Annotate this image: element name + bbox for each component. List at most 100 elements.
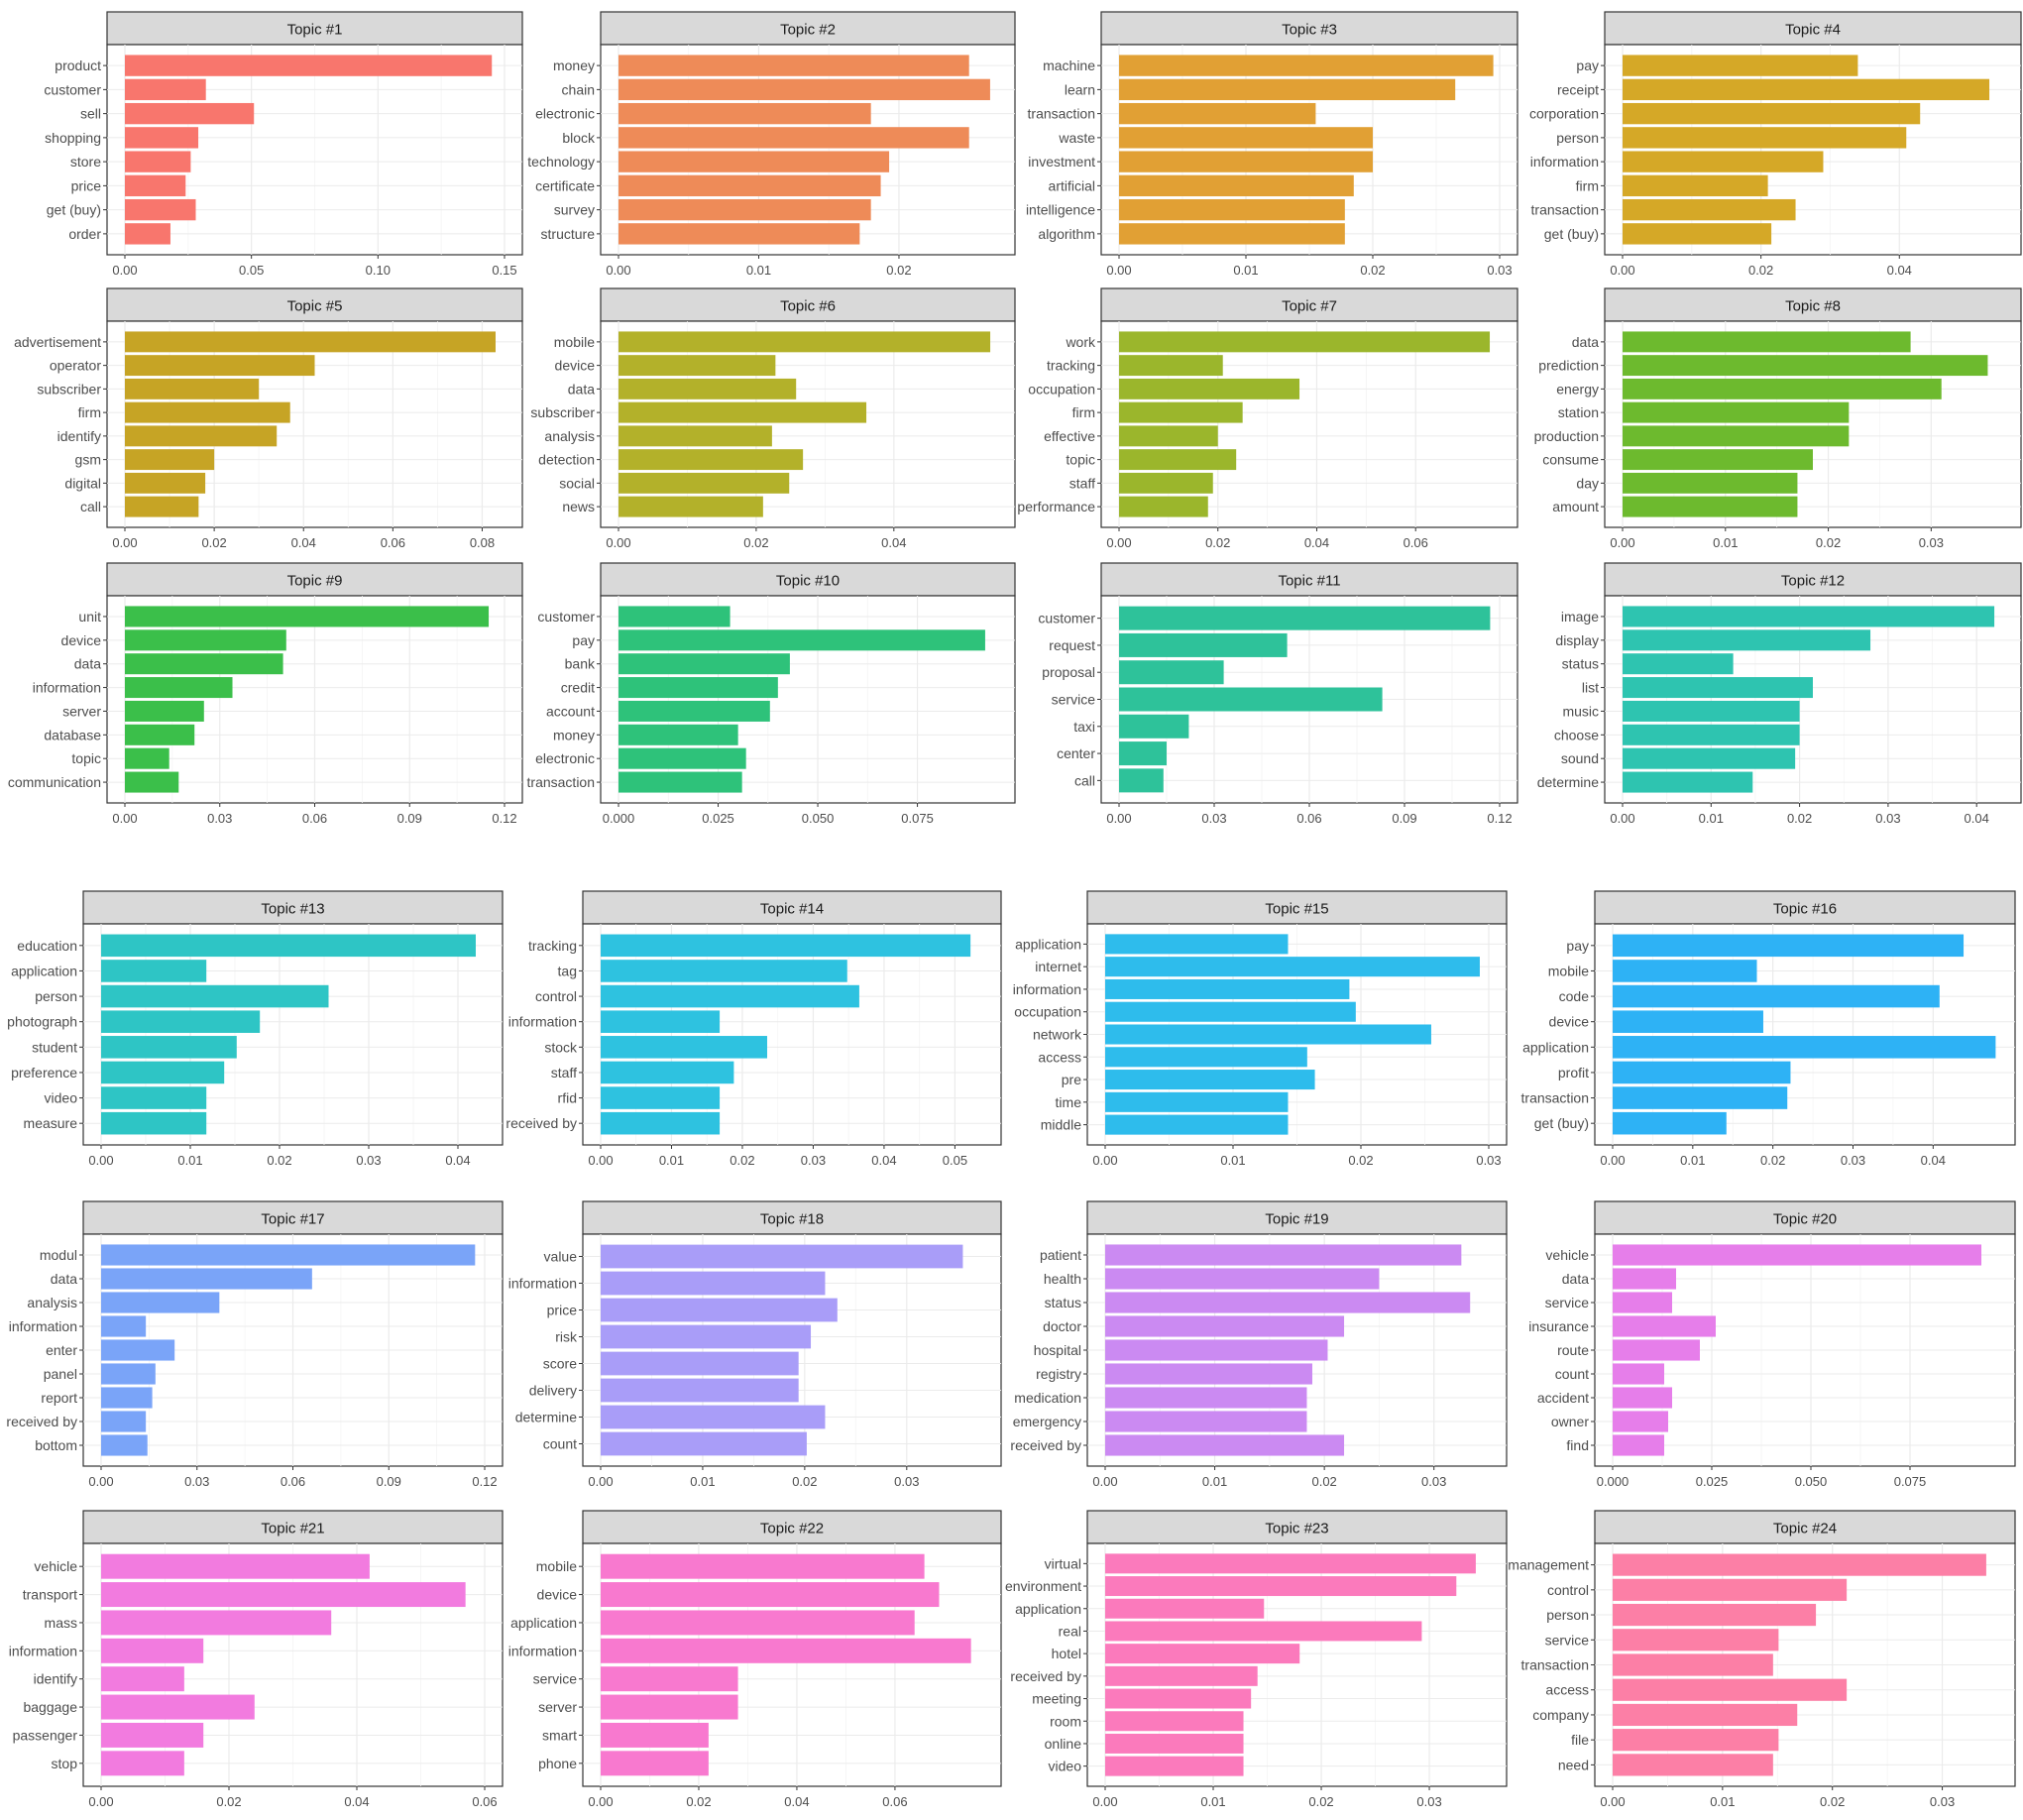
y-tick-label: access: [1038, 1049, 1081, 1065]
bar: [601, 1666, 738, 1692]
bar: [601, 1610, 915, 1636]
bar: [125, 331, 496, 353]
panel-title: Topic #18: [760, 1211, 824, 1228]
topic-panel: Topic #8 data prediction energy station produ…: [1534, 287, 2022, 550]
y-tick-label: operator: [50, 358, 101, 374]
bar: [1105, 1363, 1312, 1385]
y-tick-label: received by: [506, 1115, 577, 1131]
y-tick-label: unit: [78, 609, 101, 625]
x-tick-label: 0.02: [1760, 1153, 1785, 1168]
x-tick-label: 0.02: [216, 1794, 241, 1809]
panel-strip: [1604, 11, 2022, 46]
y-tick-label: topic: [1066, 452, 1095, 468]
x-tick-label: 0.03: [1201, 811, 1226, 826]
topic-panel: Topic #6 mobile device data subscriber analys…: [530, 287, 1016, 550]
panel-strip: [82, 890, 504, 925]
panel-strip: [1604, 562, 2022, 597]
x-tick-label: 0.00: [112, 263, 137, 278]
bar: [101, 1292, 220, 1313]
panel-strip: [1086, 890, 1508, 925]
bar: [1105, 1688, 1252, 1709]
panel-title: Topic #6: [780, 298, 836, 315]
bar: [1119, 378, 1300, 399]
bar: [1105, 1091, 1289, 1112]
bar: [101, 1010, 261, 1033]
x-tick-label: 0.01: [659, 1153, 684, 1168]
bar: [1119, 127, 1373, 149]
x-tick-label: 0.06: [1404, 535, 1428, 550]
x-tick-label: 0.00: [1092, 1474, 1117, 1489]
bar: [101, 1086, 207, 1109]
bar: [618, 653, 790, 675]
y-tick-label: information: [33, 680, 101, 696]
y-tick-label: management: [1508, 1557, 1589, 1573]
y-tick-label: phone: [538, 1756, 577, 1771]
bar: [101, 1751, 184, 1776]
bar: [618, 771, 742, 793]
panel-title: Topic #22: [760, 1521, 824, 1537]
bar: [618, 127, 969, 149]
x-tick-label: 0.000: [1597, 1474, 1630, 1489]
y-tick-label: corporation: [1529, 106, 1599, 122]
panel-strip: [82, 1510, 504, 1544]
y-tick-label: service: [1545, 1632, 1590, 1648]
y-tick-label: service: [1545, 1295, 1590, 1310]
bar: [601, 960, 847, 982]
x-tick-label: 0.01: [1220, 1153, 1245, 1168]
y-tick-label: internet: [1035, 959, 1081, 974]
y-tick-label: service: [533, 1671, 578, 1687]
bar: [1623, 127, 1907, 149]
bar: [618, 606, 731, 627]
y-tick-label: server: [62, 703, 101, 719]
x-tick-label: 0.075: [901, 811, 934, 826]
bar: [601, 1061, 734, 1084]
bar: [1623, 747, 1796, 769]
y-tick-label: medication: [1014, 1390, 1081, 1406]
y-tick-label: hotel: [1052, 1646, 1081, 1661]
x-tick-label: 0.01: [1200, 1794, 1225, 1809]
y-tick-label: report: [41, 1390, 77, 1406]
bar: [101, 1036, 237, 1059]
x-tick-label: 0.04: [344, 1794, 369, 1809]
y-tick-label: pay: [1576, 57, 1599, 73]
bar: [1119, 102, 1316, 125]
panel-strip: [1086, 1200, 1508, 1235]
x-tick-label: 0.02: [886, 263, 911, 278]
bar: [1613, 1703, 1798, 1727]
panel-title: Topic #3: [1282, 22, 1337, 39]
bar: [101, 1434, 148, 1456]
bar: [101, 960, 207, 982]
bar: [618, 355, 776, 377]
y-tick-label: electronic: [535, 750, 595, 766]
x-tick-label: 0.04: [1965, 811, 1989, 826]
panel-title: Topic #1: [287, 22, 343, 39]
y-tick-label: survey: [554, 202, 595, 218]
topic-panel: Topic #13 education application person photo…: [7, 890, 504, 1168]
y-tick-label: get (buy): [47, 202, 101, 218]
y-tick-label: preference: [11, 1065, 77, 1081]
x-tick-label: 0.06: [381, 535, 405, 550]
y-tick-label: store: [70, 154, 101, 170]
topic-panel: Topic #11 customer request proposal service t…: [1038, 562, 1518, 826]
x-tick-label: 0.02: [1348, 1153, 1373, 1168]
x-tick-label: 0.04: [1921, 1153, 1946, 1168]
y-tick-label: communication: [8, 774, 101, 790]
bar: [1105, 934, 1289, 955]
panel-title: Topic #9: [287, 573, 343, 590]
bar: [125, 449, 215, 471]
x-tick-label: 0.02: [1205, 535, 1230, 550]
bar: [1105, 1047, 1307, 1068]
x-tick-label: 0.08: [470, 535, 495, 550]
bar: [601, 1324, 812, 1349]
bar: [618, 55, 969, 76]
x-tick-label: 0.00: [112, 535, 137, 550]
y-tick-label: call: [80, 499, 101, 514]
x-tick-label: 0.00: [1600, 1794, 1625, 1809]
bar: [1119, 174, 1354, 197]
topic-panel: Topic #5 advertisement operator subscriber f…: [14, 287, 523, 550]
y-tick-label: middle: [1041, 1117, 1081, 1133]
bar: [1119, 425, 1218, 447]
x-tick-label: 0.03: [1487, 263, 1512, 278]
y-tick-label: staff: [1069, 475, 1095, 491]
bar: [1105, 1598, 1265, 1619]
